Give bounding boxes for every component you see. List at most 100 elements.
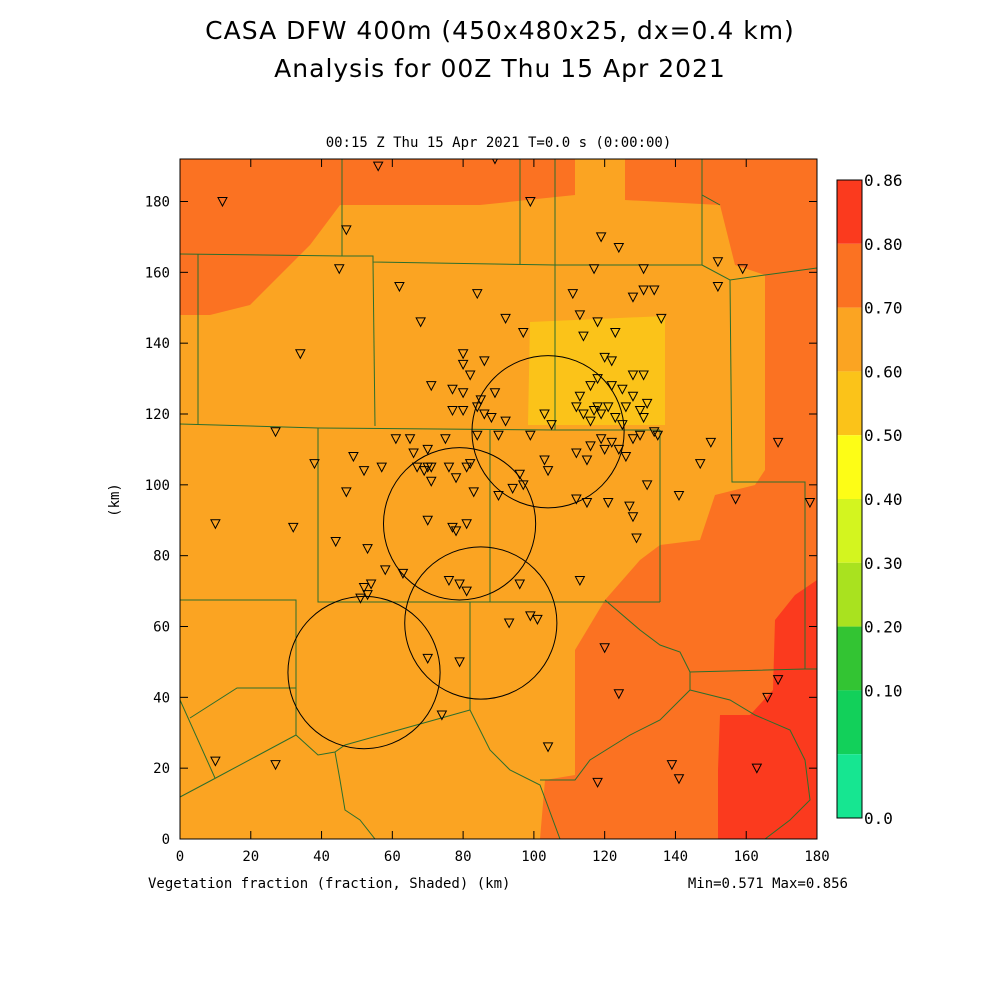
colorbar-label: 0.50 xyxy=(864,426,903,445)
colorbar-swatch xyxy=(837,754,862,818)
y-tick-label: 40 xyxy=(153,690,170,706)
station-marker xyxy=(638,264,649,275)
station-marker xyxy=(712,282,724,293)
colorbar-swatch xyxy=(837,562,862,627)
colorbar-swatch xyxy=(837,435,862,499)
station-marker xyxy=(592,402,603,413)
boundary-line xyxy=(317,428,490,603)
colorbar-label: 0.70 xyxy=(864,299,903,318)
station-marker xyxy=(376,462,388,473)
station-marker xyxy=(210,519,221,530)
station-marker xyxy=(578,331,589,342)
station-marker xyxy=(447,384,458,395)
station-marker xyxy=(355,593,366,604)
station-marker xyxy=(422,653,434,664)
x-tick-label: 140 xyxy=(663,849,688,865)
x-tick-label: 100 xyxy=(521,849,546,865)
boundary-line xyxy=(604,599,817,673)
station-marker xyxy=(447,405,458,417)
x-tick-label: 60 xyxy=(384,849,401,865)
station-marker xyxy=(648,427,660,438)
x-tick-label: 0 xyxy=(176,849,184,865)
station-marker xyxy=(358,466,370,477)
station-marker xyxy=(450,526,462,537)
station-marker xyxy=(673,774,685,785)
station-marker xyxy=(627,370,639,381)
station-marker xyxy=(592,777,603,788)
boundary-line xyxy=(469,709,561,839)
station-marker xyxy=(468,487,480,498)
station-marker xyxy=(397,568,409,579)
y-axis: 0 20 40 60 80 100 120 140 160 180 xyxy=(145,195,817,848)
boundary-line xyxy=(701,264,817,281)
y-tick-label: 180 xyxy=(145,195,170,211)
station-marker xyxy=(340,487,352,498)
station-marker xyxy=(751,763,763,774)
station-marker xyxy=(655,313,667,324)
station-marker xyxy=(638,285,649,296)
station-marker xyxy=(585,381,596,392)
station-marker xyxy=(620,402,632,413)
y-axis-label: (km) xyxy=(107,483,123,517)
station-marker xyxy=(450,473,462,484)
station-marker xyxy=(461,586,472,597)
x-tick-label: 160 xyxy=(734,849,759,865)
station-marker xyxy=(425,381,437,392)
station-marker xyxy=(394,282,405,293)
station-marker xyxy=(613,689,625,700)
station-marker xyxy=(425,476,437,487)
station-marker xyxy=(599,444,610,455)
station-marker xyxy=(634,430,646,441)
station-marker xyxy=(599,352,610,363)
station-marker xyxy=(464,459,476,470)
station-marker xyxy=(447,522,458,533)
station-marker xyxy=(542,466,554,477)
station-marker xyxy=(730,494,741,505)
station-marker xyxy=(571,448,582,459)
station-marker xyxy=(627,292,639,303)
boundary-line xyxy=(180,734,297,798)
field-label: Vegetation fraction (fraction, Shaded) (… xyxy=(148,876,511,892)
station-marker xyxy=(475,395,487,406)
station-marker xyxy=(471,402,483,413)
station-marker xyxy=(217,197,228,208)
x-tick-label: 120 xyxy=(592,849,617,865)
station-marker xyxy=(574,391,586,402)
station-marker xyxy=(532,614,543,625)
x-axis: 0 20 40 60 80 100 120 140 160 180 xyxy=(176,159,830,865)
station-marker xyxy=(309,459,320,470)
y-tick-label: 100 xyxy=(145,478,170,494)
station-marker xyxy=(425,462,437,473)
station-marker xyxy=(599,643,610,654)
station-marker xyxy=(464,370,476,381)
boundary-line xyxy=(701,194,721,265)
station-marker xyxy=(673,490,685,502)
station-marker xyxy=(539,455,550,466)
x-tick-label: 40 xyxy=(313,849,330,865)
station-marker xyxy=(762,692,773,703)
station-marker xyxy=(372,161,384,172)
radar-ring-4 xyxy=(404,546,558,700)
station-marker xyxy=(440,434,451,445)
station-marker xyxy=(606,381,618,392)
station-marker xyxy=(581,455,593,466)
colorbar-label: 0.40 xyxy=(864,490,903,509)
colorbar-swatch xyxy=(837,690,862,755)
boundary-line xyxy=(180,699,216,779)
station-marker xyxy=(443,575,455,587)
station-marker xyxy=(804,498,816,509)
colorbar-label: 0.86 xyxy=(864,171,903,190)
colorbar-swatch xyxy=(837,499,862,563)
station-marker xyxy=(443,462,455,473)
station-marker xyxy=(500,416,511,427)
colorbar-label: 0.60 xyxy=(864,362,903,381)
station-marker xyxy=(634,405,646,417)
station-marker xyxy=(609,328,621,339)
title-line1: CASA DFW 400m (450x480x25, dx=0.4 km) xyxy=(205,16,795,45)
station-marker xyxy=(365,579,377,590)
station-marker xyxy=(694,459,706,470)
station-marker xyxy=(712,257,724,268)
colorbar-label: 0.80 xyxy=(864,235,903,254)
station-marker xyxy=(461,519,472,530)
